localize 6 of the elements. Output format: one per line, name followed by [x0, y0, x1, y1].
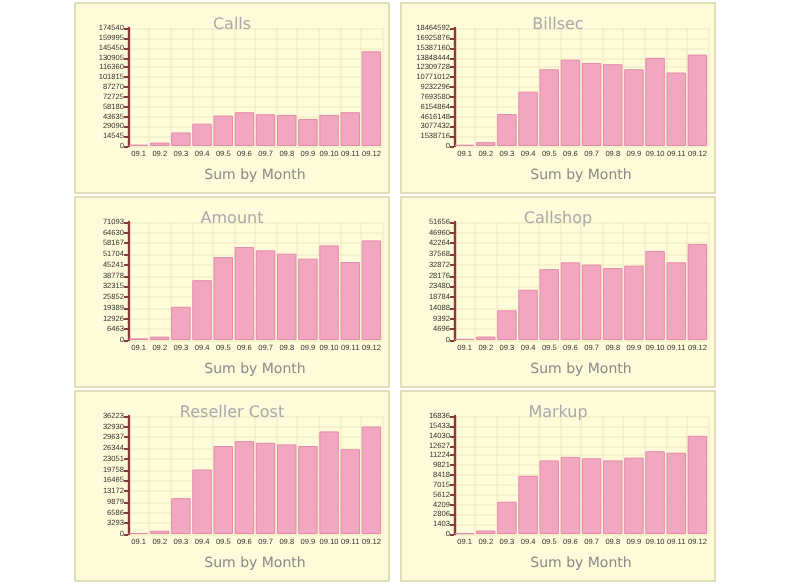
chart-title: Callshop [523, 209, 593, 227]
chart-title: Reseller Cost [179, 403, 285, 421]
chart-title: Billsec [532, 15, 584, 33]
chart-title: Calls [212, 15, 252, 33]
chart-title: Amount [200, 209, 264, 227]
chart-title: Markup [528, 403, 588, 421]
